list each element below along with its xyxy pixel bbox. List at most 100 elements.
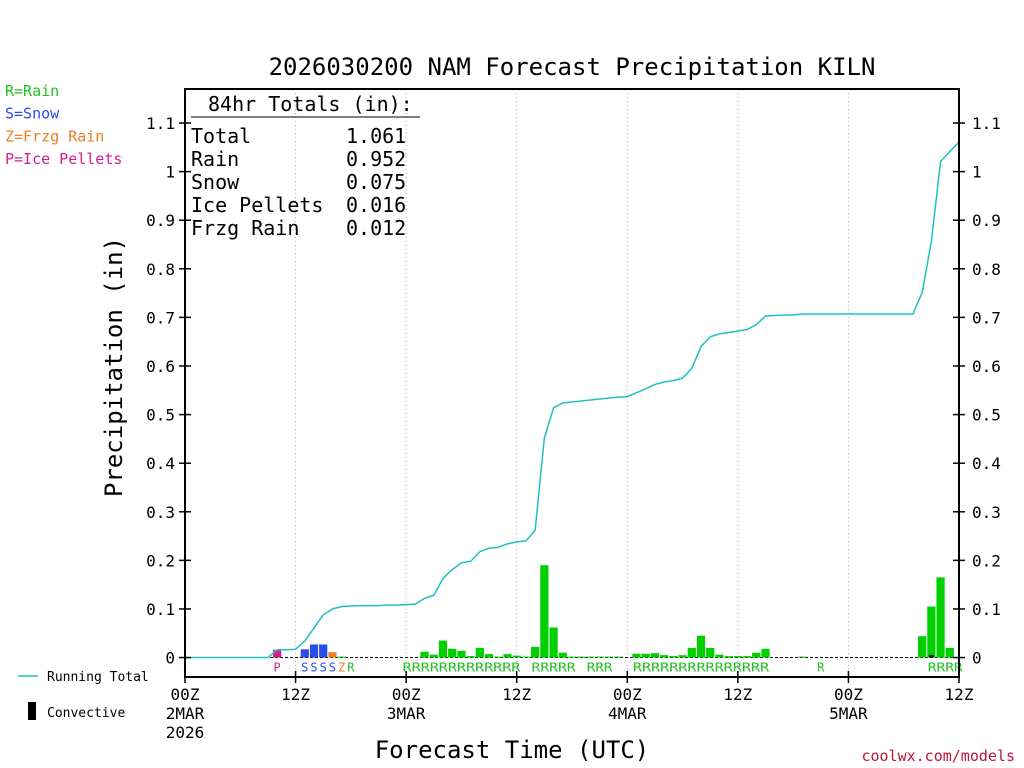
convective-bars xyxy=(929,655,934,658)
y-tick-label-right: 0.4 xyxy=(972,454,1001,473)
precip-bars xyxy=(273,565,954,658)
y-tick-label-right: 0.9 xyxy=(972,211,1001,230)
y-tick-label-right: 0.8 xyxy=(972,260,1001,279)
x-tick-label-36h: 12Z xyxy=(502,685,531,704)
precip-bar-36h xyxy=(512,655,521,658)
totals-value-ice-pellets: 0.016 xyxy=(346,193,406,217)
precip-bar-43h xyxy=(577,656,586,658)
ptype-label-5: Z xyxy=(338,661,345,675)
precip-bar-33h xyxy=(484,654,494,658)
precip-bar-60h xyxy=(733,656,742,658)
y-tick-label-left: 0.4 xyxy=(146,454,175,473)
precip-bar-61h xyxy=(742,656,752,658)
precip-bar-39h xyxy=(540,565,549,658)
ptype-label-2: S xyxy=(310,661,317,675)
totals-label-frzg-rain: Frzg Rain xyxy=(191,216,299,240)
x-tick-label-60h: 12Z xyxy=(723,685,752,704)
precip-bar-10h xyxy=(273,649,282,658)
precip-bar-40h xyxy=(549,627,558,658)
ptype-label-0: P xyxy=(274,661,281,675)
precip-bar-26h xyxy=(420,651,429,658)
precip-bar-51h xyxy=(650,653,660,658)
precip-bar-49h xyxy=(632,653,641,658)
precip-bar-16h xyxy=(328,652,337,658)
x-tick-label-0h: 2MAR xyxy=(166,704,205,723)
y-tick-label-left: 0.5 xyxy=(146,406,175,425)
precip-bar-35h xyxy=(503,654,512,658)
precip-bar-46h xyxy=(604,656,613,658)
precip-bar-45h xyxy=(595,656,604,658)
precip-bar-29h xyxy=(448,648,457,658)
legend-entry-p: P=Ice Pellets xyxy=(5,150,122,168)
precip-bar-42h xyxy=(567,656,577,658)
precip-bar-14h xyxy=(309,644,319,658)
precip-bar-44h xyxy=(586,656,595,658)
precip-bar-17h xyxy=(337,656,346,658)
y-axis-label: Precipitation (in) xyxy=(100,237,128,497)
y-tick-label-right: 0.6 xyxy=(972,357,1001,376)
precip-bar-41h xyxy=(558,652,567,658)
ptype-label-9: RRR xyxy=(587,661,613,675)
legend-entry-z: Z=Frzg Rain xyxy=(5,127,104,145)
totals-value-snow: 0.075 xyxy=(346,170,406,194)
x-tick-label-12h: 12Z xyxy=(281,685,310,704)
precip-type-legend: R=Rain S=Snow Z=Frzg Rain P=Ice Pellets xyxy=(5,82,122,168)
y-tick-label-left: 1 xyxy=(165,163,175,182)
precip-bar-32h xyxy=(475,647,484,658)
precip-bar-57h xyxy=(706,647,715,658)
precip-bar-53h xyxy=(669,656,678,658)
ptype-label-11: R xyxy=(817,661,825,675)
precip-bar-37h xyxy=(521,656,531,658)
legend-convective: Convective xyxy=(47,706,125,721)
precip-type-labels: P S S S S Z R RRRRRRRRRRRRR RRRRR RRR RRRRRRRRRRRR… xyxy=(274,661,964,675)
legend-running-total: Running Total xyxy=(47,670,149,685)
precip-bar-28h xyxy=(438,640,448,658)
y-tick-label-left: 0.8 xyxy=(146,260,175,279)
totals-label-rain: Rain xyxy=(191,147,239,171)
y-tick-label-right: 0.5 xyxy=(972,406,1001,425)
running-total-line xyxy=(185,141,960,659)
precip-bar-62h xyxy=(752,652,761,658)
y-tick-label-right: 0.3 xyxy=(972,503,1001,522)
ptype-label-12: RRRR xyxy=(928,661,964,675)
convective-bar-81h xyxy=(929,655,934,658)
precip-bar-50h xyxy=(641,653,650,658)
x-tick-label-24h: 3MAR xyxy=(387,704,426,723)
precip-bar-13h xyxy=(300,649,309,658)
totals-label-total: Total xyxy=(191,124,251,148)
precip-bar-80h xyxy=(918,636,927,658)
x-tick-label-72h: 00Z xyxy=(834,685,863,704)
y-tick-label-right: 1.1 xyxy=(972,114,1001,133)
precip-bar-59h xyxy=(724,656,733,658)
precip-bar-81h xyxy=(927,606,936,658)
precip-bar-52h xyxy=(660,655,669,658)
precip-bar-31h xyxy=(466,656,475,658)
plot-frame xyxy=(184,88,960,678)
y-axis-ticks-right: 0 0.1 0.2 0.3 0.4 0.5 0.6 0.7 0.8 0.9 1 1.1 xyxy=(953,114,1001,668)
y-tick-label-left: 0.7 xyxy=(146,308,175,327)
precip-bar-63h xyxy=(761,648,770,658)
totals-value-rain: 0.952 xyxy=(346,147,406,171)
y-tick-label-right: 0 xyxy=(972,649,982,668)
x-tick-label-0h: 2026 xyxy=(166,723,205,742)
y-tick-label-right: 1 xyxy=(972,163,982,182)
y-tick-label-left: 0 xyxy=(165,649,175,668)
precip-bar-82h xyxy=(936,577,945,658)
y-tick-label-left: 0.1 xyxy=(146,600,175,619)
y-tick-label-right: 0.1 xyxy=(972,600,1001,619)
totals-box: 84hr Totals (in): Total 1.061 Rain 0.952 Sno… xyxy=(191,92,420,240)
totals-header: 84hr Totals (in): xyxy=(208,92,413,116)
precip-bar-58h xyxy=(715,654,724,658)
ptype-label-8: RRRRR xyxy=(532,661,577,675)
x-tick-label-84h: 12Z xyxy=(945,685,974,704)
ptype-label-10: RRRRRRRRRRRRRRR xyxy=(633,661,770,675)
ptype-label-7: RRRRRRRRRRRRR xyxy=(403,661,522,675)
y-tick-label-left: 1.1 xyxy=(146,114,175,133)
y-tick-label-left: 0.9 xyxy=(146,211,175,230)
y-axis-ticks-left: 0 0.1 0.2 0.3 0.4 0.5 0.6 0.7 0.8 0.9 1 1.1 xyxy=(146,114,191,668)
ptype-label-6: R xyxy=(347,661,355,675)
y-tick-label-left: 0.3 xyxy=(146,503,175,522)
totals-value-frzg-rain: 0.012 xyxy=(346,216,406,240)
